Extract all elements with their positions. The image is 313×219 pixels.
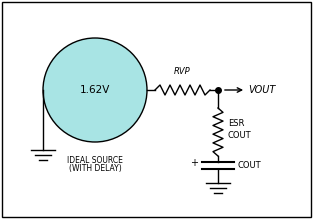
Text: COUT: COUT [238, 161, 262, 170]
Circle shape [43, 38, 147, 142]
Text: 1.62V: 1.62V [80, 85, 110, 95]
Text: VOUT: VOUT [248, 85, 275, 95]
Text: IDEAL SOURCE: IDEAL SOURCE [67, 156, 123, 165]
Text: +: + [190, 158, 198, 168]
Text: RVP: RVP [174, 67, 191, 76]
Text: (WITH DELAY): (WITH DELAY) [69, 164, 121, 173]
Text: ESR: ESR [228, 120, 244, 129]
Text: COUT: COUT [228, 131, 252, 140]
